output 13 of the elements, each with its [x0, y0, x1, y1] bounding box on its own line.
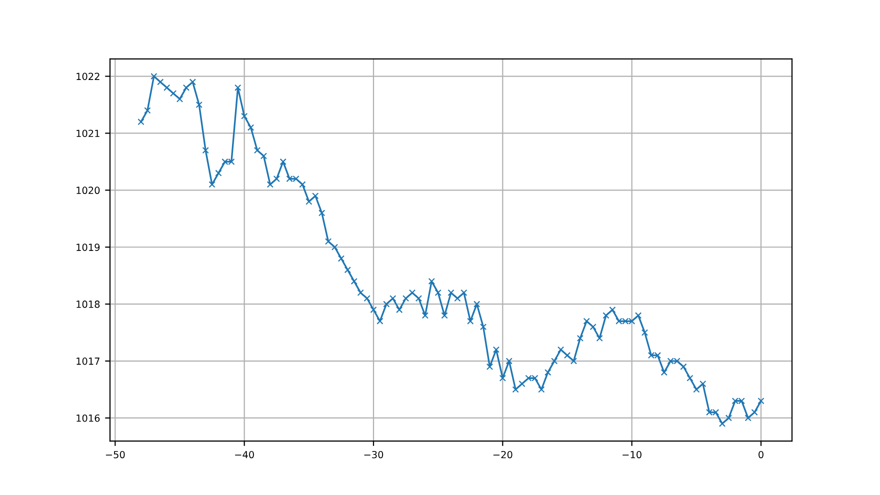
y-tick-label: 1022 [76, 72, 100, 80]
y-tick-label: 1017 [76, 358, 100, 365]
x-tick-label: −30 [364, 450, 384, 458]
x-tick-label: 0 [758, 450, 764, 458]
y-tick-label: 1016 [76, 414, 100, 422]
y-tick-label: 1018 [76, 300, 100, 308]
x-tick-label: −50 [106, 450, 125, 458]
x-tick-label: −20 [493, 450, 512, 458]
x-tick-label: −10 [622, 450, 642, 458]
x-tick-label: −40 [235, 450, 254, 458]
y-tick-label: 1019 [76, 244, 100, 251]
y-tick-label: 1021 [76, 130, 100, 138]
y-tick-label: 1020 [76, 186, 100, 194]
